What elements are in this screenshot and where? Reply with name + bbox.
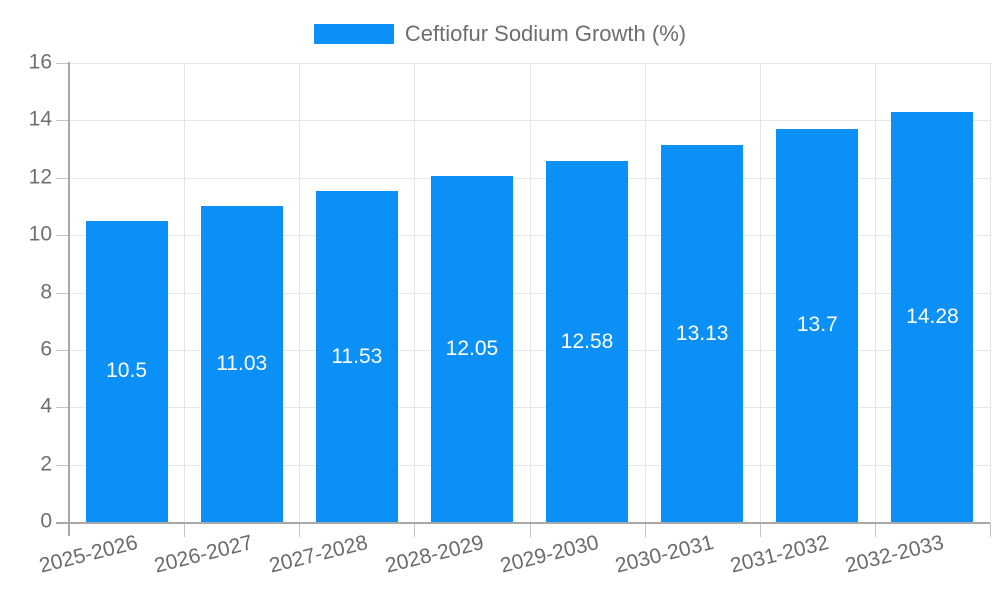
bar-value-label: 13.13 xyxy=(675,321,729,345)
v-gridline xyxy=(299,63,301,522)
x-axis-tick xyxy=(414,523,416,537)
bar xyxy=(546,161,629,522)
y-tick-label: 10 xyxy=(28,222,52,246)
v-gridline xyxy=(414,63,416,522)
y-axis-line xyxy=(68,62,70,536)
x-axis-tick xyxy=(874,523,876,537)
legend-swatch xyxy=(313,24,394,44)
y-tick-label: 14 xyxy=(28,107,52,131)
v-gridline xyxy=(184,63,186,522)
y-tick-label: 6 xyxy=(40,337,52,361)
x-tick-label: 2032-2033 xyxy=(842,531,947,578)
y-tick-label: 12 xyxy=(28,165,52,189)
x-axis-tick xyxy=(759,523,761,537)
y-axis-tick xyxy=(56,177,69,179)
v-gridline xyxy=(644,63,646,522)
y-tick-label: 4 xyxy=(40,394,52,418)
bar-value-label: 11.53 xyxy=(331,344,383,368)
legend-label: Ceftiofur Sodium Growth (%) xyxy=(404,21,687,46)
x-tick-label: 2030-2031 xyxy=(612,531,716,578)
bar xyxy=(891,112,974,522)
y-axis-tick xyxy=(56,63,69,64)
y-axis-tick xyxy=(56,464,69,466)
x-tick-label: 2025-2026 xyxy=(37,531,141,578)
legend: Ceftiofur Sodium Growth (%) xyxy=(0,21,1000,47)
y-axis-tick xyxy=(56,407,69,409)
x-axis-tick xyxy=(184,523,186,537)
bar-value-label: 12.58 xyxy=(560,329,614,353)
y-axis-tick xyxy=(56,349,69,351)
bar-value-label: 12.05 xyxy=(445,337,499,361)
v-gridline xyxy=(874,63,876,522)
y-tick-label: 0 xyxy=(40,509,52,533)
x-tick-label: 2031-2032 xyxy=(727,531,831,578)
x-axis-tick xyxy=(529,523,531,537)
x-tick-label: 2028-2029 xyxy=(382,531,486,578)
y-axis-tick xyxy=(56,120,69,122)
x-axis-tick xyxy=(644,523,646,537)
v-gridline xyxy=(529,63,531,522)
bar xyxy=(776,128,859,522)
bar-value-label: 14.28 xyxy=(906,305,959,329)
bar xyxy=(315,191,398,522)
bar xyxy=(200,205,283,522)
x-axis-tick xyxy=(990,523,991,537)
x-tick-label: 2027-2028 xyxy=(267,531,371,578)
y-tick-label: 2 xyxy=(40,452,52,476)
y-axis-tick xyxy=(56,292,69,294)
bar xyxy=(85,220,168,522)
x-tick-label: 2026-2027 xyxy=(152,531,256,578)
x-axis-tick xyxy=(299,523,301,537)
v-gridline xyxy=(759,63,761,522)
x-tick-label: 2029-2030 xyxy=(497,531,601,578)
bar xyxy=(661,145,744,522)
y-tick-label: 16 xyxy=(28,50,52,74)
x-axis-line xyxy=(56,522,990,524)
y-axis-tick xyxy=(56,235,69,237)
bar xyxy=(430,176,513,522)
bar-value-label: 11.03 xyxy=(216,351,268,375)
bar-value-label: 10.5 xyxy=(106,359,147,383)
v-gridline xyxy=(990,63,991,522)
y-tick-label: 8 xyxy=(40,280,52,304)
bar-value-label: 13.7 xyxy=(796,313,838,337)
